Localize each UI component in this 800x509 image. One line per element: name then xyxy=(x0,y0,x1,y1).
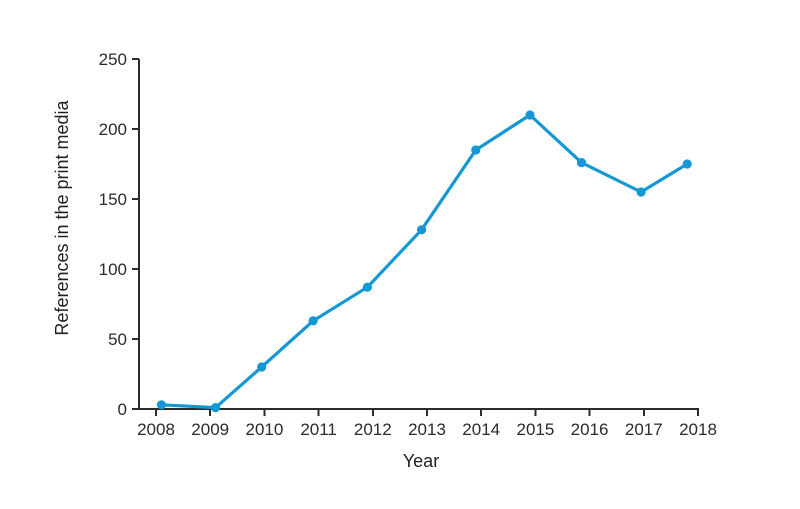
x-tick-label: 2013 xyxy=(408,420,446,439)
data-point-marker xyxy=(362,282,372,292)
x-tick-label: 2016 xyxy=(571,420,609,439)
data-point-marker xyxy=(525,110,535,120)
data-line xyxy=(159,113,689,410)
y-tick-label: 250 xyxy=(99,50,127,69)
data-point-marker xyxy=(682,159,692,169)
x-tick-label: 2010 xyxy=(245,420,283,439)
y-tick-label: 200 xyxy=(99,120,127,139)
x-tick-label: 2015 xyxy=(516,420,554,439)
x-tick-label: 2012 xyxy=(354,420,392,439)
x-tick-label: 2018 xyxy=(679,420,717,439)
data-point-marker xyxy=(308,316,318,326)
data-point-marker xyxy=(257,362,267,372)
x-tick-label: 2009 xyxy=(191,420,229,439)
x-axis-title: Year xyxy=(403,451,439,471)
data-series-layer xyxy=(156,110,692,413)
y-tick-label: 100 xyxy=(99,260,127,279)
x-tick-label: 2008 xyxy=(137,420,175,439)
x-tick-label: 2011 xyxy=(300,420,337,439)
x-tick-label: 2017 xyxy=(625,420,663,439)
x-tick-label: 2014 xyxy=(462,420,500,439)
y-tick-label: 50 xyxy=(108,330,127,349)
y-tick-label: 150 xyxy=(99,190,127,209)
y-tick-label: 0 xyxy=(118,400,127,419)
data-point-marker xyxy=(471,145,481,155)
y-axis-title: References in the print media xyxy=(52,99,72,335)
data-point-marker xyxy=(211,403,221,413)
data-point-marker xyxy=(636,187,646,197)
axes-layer: 2008 2009 2010 2011 2012 2013 2014 2015 2016 2017… xyxy=(99,50,717,439)
data-point-marker xyxy=(156,400,167,410)
data-point-marker xyxy=(416,225,427,235)
data-point-marker xyxy=(576,158,587,168)
